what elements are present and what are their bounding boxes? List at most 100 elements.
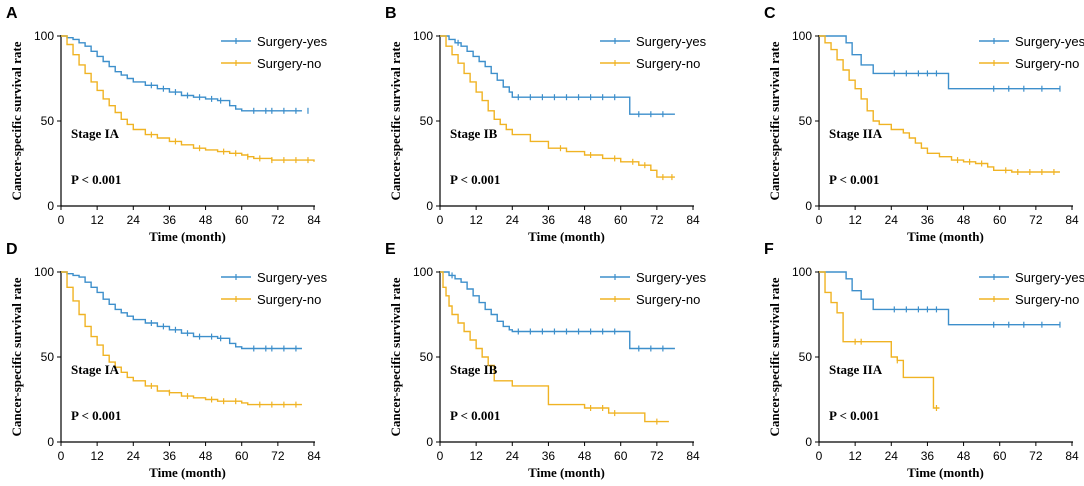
x-tick-label-c: 12 — [848, 213, 862, 227]
y-tick-label-f: 0 — [805, 435, 812, 449]
legend-label-yes-c: Surgery-yes — [1015, 34, 1084, 49]
x-tick-label-f: 0 — [816, 449, 823, 463]
x-tick-label-b: 12 — [469, 213, 483, 227]
y-tick-label-b: 0 — [426, 199, 433, 213]
km-curve-yes-c — [819, 35, 1060, 90]
x-axis-label-e: Time (month) — [528, 465, 605, 480]
panel-d: D 0 12 24 36 48 60 72 84 0 50 100 Time (month) Cancer… — [6, 241, 328, 480]
legend-label-no-b: Surgery-no — [636, 56, 700, 71]
x-tick-label-f: 72 — [1029, 449, 1043, 463]
x-tick-label-b: 72 — [650, 213, 664, 227]
x-tick-label-d: 0 — [58, 449, 65, 463]
y-tick-label-f: 100 — [792, 265, 812, 279]
x-tick-label-b: 48 — [578, 213, 592, 227]
stage-label-c: Stage IIA — [829, 126, 883, 141]
km-curve-no-c — [819, 35, 1060, 173]
y-tick-label-e: 50 — [420, 350, 434, 364]
km-curve-yes-d — [61, 271, 302, 350]
x-tick-label-b: 60 — [614, 213, 628, 227]
x-axis-label-b: Time (month) — [528, 229, 605, 244]
panel-f: F 0 12 24 36 48 60 72 84 0 50 100 Time (month) Cancer… — [764, 241, 1084, 480]
p-value-label-a: P < 0.001 — [71, 172, 121, 187]
y-axis-label-f: Cancer-specific survival rate — [767, 277, 782, 436]
y-tick-label-a: 100 — [34, 29, 54, 43]
km-curve-no-b — [440, 35, 675, 178]
x-tick-label-e: 84 — [686, 449, 700, 463]
y-tick-label-b: 50 — [420, 114, 434, 128]
x-tick-label-f: 24 — [885, 449, 899, 463]
y-tick-label-f: 50 — [799, 350, 813, 364]
panel-b: B 0 12 24 36 48 60 72 84 0 50 100 Time (month) Cancer… — [385, 5, 707, 244]
y-tick-label-d: 50 — [41, 350, 55, 364]
y-tick-label-b: 100 — [413, 29, 433, 43]
legend-label-yes-b: Surgery-yes — [636, 34, 707, 49]
y-axis-label-c: Cancer-specific survival rate — [767, 41, 782, 200]
km-curve-no-e — [440, 271, 669, 423]
x-axis-label-d: Time (month) — [149, 465, 226, 480]
x-tick-label-c: 72 — [1029, 213, 1043, 227]
x-tick-label-e: 24 — [506, 449, 520, 463]
x-tick-label-d: 72 — [271, 449, 285, 463]
km-curve-yes-a — [61, 35, 302, 112]
x-tick-label-a: 48 — [199, 213, 213, 227]
y-tick-label-c: 100 — [792, 29, 812, 43]
x-axis-label-a: Time (month) — [149, 229, 226, 244]
panel-c: C 0 12 24 36 48 60 72 84 0 50 100 Time (month) Cancer… — [764, 5, 1084, 244]
x-tick-label-a: 24 — [127, 213, 141, 227]
y-tick-label-c: 50 — [799, 114, 813, 128]
y-axis-label-b: Cancer-specific survival rate — [388, 41, 403, 200]
km-curve-no-f — [819, 271, 940, 409]
stage-label-b: Stage IB — [450, 126, 498, 141]
y-tick-label-a: 50 — [41, 114, 55, 128]
p-value-label-e: P < 0.001 — [450, 408, 500, 423]
y-tick-label-c: 0 — [805, 199, 812, 213]
x-tick-label-f: 12 — [848, 449, 862, 463]
legend-label-no-c: Surgery-no — [1015, 56, 1079, 71]
stage-label-f: Stage IIA — [829, 362, 883, 377]
x-tick-label-a: 0 — [58, 213, 65, 227]
x-tick-label-e: 36 — [542, 449, 556, 463]
p-value-label-c: P < 0.001 — [829, 172, 879, 187]
legend-label-yes-a: Surgery-yes — [257, 34, 328, 49]
legend-label-no-d: Surgery-no — [257, 292, 321, 307]
y-tick-label-d: 0 — [47, 435, 54, 449]
stage-label-e: Stage IB — [450, 362, 498, 377]
panel-letter-c: C — [764, 5, 776, 22]
x-tick-label-d: 48 — [199, 449, 213, 463]
x-tick-label-c: 0 — [816, 213, 823, 227]
x-tick-label-a: 36 — [163, 213, 177, 227]
km-curve-yes-e — [440, 271, 675, 350]
x-tick-label-c: 48 — [957, 213, 971, 227]
panel-e: E 0 12 24 36 48 60 72 84 0 50 100 Time (month) Cancer… — [385, 241, 707, 480]
x-tick-label-e: 12 — [469, 449, 483, 463]
y-tick-label-d: 100 — [34, 265, 54, 279]
x-tick-label-c: 24 — [885, 213, 899, 227]
x-axis-label-c: Time (month) — [907, 229, 984, 244]
x-tick-label-e: 48 — [578, 449, 592, 463]
x-tick-label-b: 84 — [686, 213, 700, 227]
km-curve-no-d — [61, 271, 302, 406]
x-tick-label-f: 36 — [921, 449, 935, 463]
x-tick-label-a: 84 — [307, 213, 321, 227]
y-tick-label-e: 0 — [426, 435, 433, 449]
legend-label-yes-e: Surgery-yes — [636, 270, 707, 285]
x-tick-label-b: 24 — [506, 213, 520, 227]
km-curve-yes-b — [440, 35, 675, 115]
y-axis-label-a: Cancer-specific survival rate — [9, 41, 24, 200]
panel-a: A 0 12 24 36 48 60 72 84 0 50 100 Time (month) Cancer… — [6, 5, 328, 244]
p-value-label-d: P < 0.001 — [71, 408, 121, 423]
legend-label-yes-f: Surgery-yes — [1015, 270, 1084, 285]
y-tick-label-e: 100 — [413, 265, 433, 279]
x-tick-label-b: 36 — [542, 213, 556, 227]
panel-letter-d: D — [6, 241, 18, 258]
x-tick-label-f: 84 — [1065, 449, 1079, 463]
x-tick-label-c: 60 — [993, 213, 1007, 227]
p-value-label-b: P < 0.001 — [450, 172, 500, 187]
x-tick-label-e: 72 — [650, 449, 664, 463]
km-curve-no-a — [61, 35, 315, 162]
y-axis-label-e: Cancer-specific survival rate — [388, 277, 403, 436]
p-value-label-f: P < 0.001 — [829, 408, 879, 423]
panel-letter-f: F — [764, 241, 774, 258]
legend-label-no-a: Surgery-no — [257, 56, 321, 71]
